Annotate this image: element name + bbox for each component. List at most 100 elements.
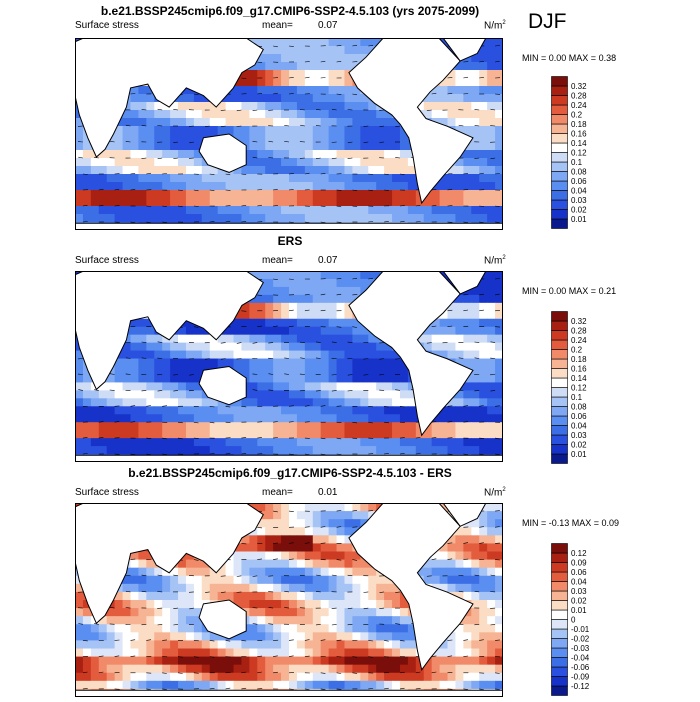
stress-cell xyxy=(297,38,305,47)
stress-cell xyxy=(440,430,448,438)
stress-cell xyxy=(273,62,281,71)
stress-cell xyxy=(186,198,194,207)
stress-cell xyxy=(344,311,352,319)
stress-cell xyxy=(352,190,360,199)
stress-cell xyxy=(305,311,313,319)
stress-cell xyxy=(273,214,281,223)
stress-cell xyxy=(344,560,352,569)
stress-cell xyxy=(107,616,115,625)
stress-cell xyxy=(154,406,162,414)
stress-cell xyxy=(162,640,170,649)
stress-cell xyxy=(321,511,329,520)
stress-cell xyxy=(479,657,487,666)
stress-cell xyxy=(416,214,424,223)
stress-cell xyxy=(130,600,138,609)
stress-cell xyxy=(83,382,91,390)
stress-cell xyxy=(123,182,131,191)
stress-cell xyxy=(479,527,487,536)
stress-cell xyxy=(321,78,329,87)
stress-cell xyxy=(75,422,83,430)
stress-cell xyxy=(289,102,297,111)
stress-cell xyxy=(75,134,83,143)
stress-cell xyxy=(297,327,305,335)
colorbar-box xyxy=(552,143,568,153)
stress-cell xyxy=(360,592,368,601)
stress-cell xyxy=(281,206,289,215)
stress-cell xyxy=(313,311,321,319)
stress-cell xyxy=(194,367,202,375)
stress-cell xyxy=(479,158,487,167)
stress-cell xyxy=(432,343,440,351)
stress-cell xyxy=(471,126,479,135)
stress-cell xyxy=(416,681,424,690)
stress-cell xyxy=(249,110,257,119)
stress-cell xyxy=(226,592,234,601)
stress-cell xyxy=(154,624,162,633)
stress-cell xyxy=(154,657,162,666)
stress-cell xyxy=(186,592,194,601)
stress-cell xyxy=(463,584,471,593)
stress-cell xyxy=(281,624,289,633)
stress-cell xyxy=(289,150,297,159)
stress-cell xyxy=(146,142,154,151)
stress-cell xyxy=(289,665,297,674)
stress-cell xyxy=(130,343,138,351)
stress-cell xyxy=(146,134,154,143)
stress-cell xyxy=(440,422,448,430)
stress-cell xyxy=(471,78,479,87)
stress-cell xyxy=(146,624,154,633)
stress-cell xyxy=(297,503,305,512)
stress-cell xyxy=(146,110,154,119)
stress-cell xyxy=(75,414,83,422)
stress-cell xyxy=(432,568,440,577)
stress-cell xyxy=(463,94,471,103)
stress-cell xyxy=(368,592,376,601)
stress-cell xyxy=(257,126,265,135)
stress-cell xyxy=(337,110,345,119)
stress-cell xyxy=(91,665,99,674)
stress-cell xyxy=(352,649,360,658)
stress-cell xyxy=(487,174,495,183)
stress-cell xyxy=(313,576,321,585)
stress-cell xyxy=(170,351,178,359)
stress-cell xyxy=(313,640,321,649)
stress-cell xyxy=(384,142,392,151)
stress-cell xyxy=(360,657,368,666)
stress-cell xyxy=(321,560,329,569)
stress-cell xyxy=(400,398,408,406)
stress-cell xyxy=(479,673,487,682)
stress-cell xyxy=(471,390,479,398)
stress-cell xyxy=(249,158,257,167)
stress-cell xyxy=(257,206,265,215)
stress-cell xyxy=(138,382,146,390)
stress-cell xyxy=(91,214,99,223)
colorbar-tick-label: 0.03 xyxy=(571,196,587,205)
stress-cell xyxy=(479,600,487,609)
stress-cell xyxy=(249,632,257,641)
stress-cell xyxy=(337,158,345,167)
stress-cell xyxy=(91,422,99,430)
stress-cell xyxy=(289,592,297,601)
stress-cell xyxy=(455,86,463,95)
stress-cell xyxy=(305,519,313,528)
stress-cell xyxy=(123,367,131,375)
stress-cell xyxy=(257,624,265,633)
stress-cell xyxy=(352,422,360,430)
stress-cell xyxy=(138,206,146,215)
stress-cell xyxy=(305,600,313,609)
stress-cell xyxy=(297,414,305,422)
stress-cell xyxy=(281,592,289,601)
stress-cell xyxy=(337,657,345,666)
stress-cell xyxy=(146,214,154,223)
stress-cell xyxy=(273,118,281,127)
stress-cell xyxy=(281,158,289,167)
stress-cell xyxy=(329,649,337,658)
stress-cell xyxy=(329,390,337,398)
stress-cell xyxy=(495,560,503,569)
stress-cell xyxy=(305,438,313,446)
stress-cell xyxy=(384,134,392,143)
stress-cell xyxy=(384,198,392,207)
stress-cell xyxy=(273,446,281,454)
stress-cell xyxy=(186,142,194,151)
stress-cell xyxy=(487,158,495,167)
